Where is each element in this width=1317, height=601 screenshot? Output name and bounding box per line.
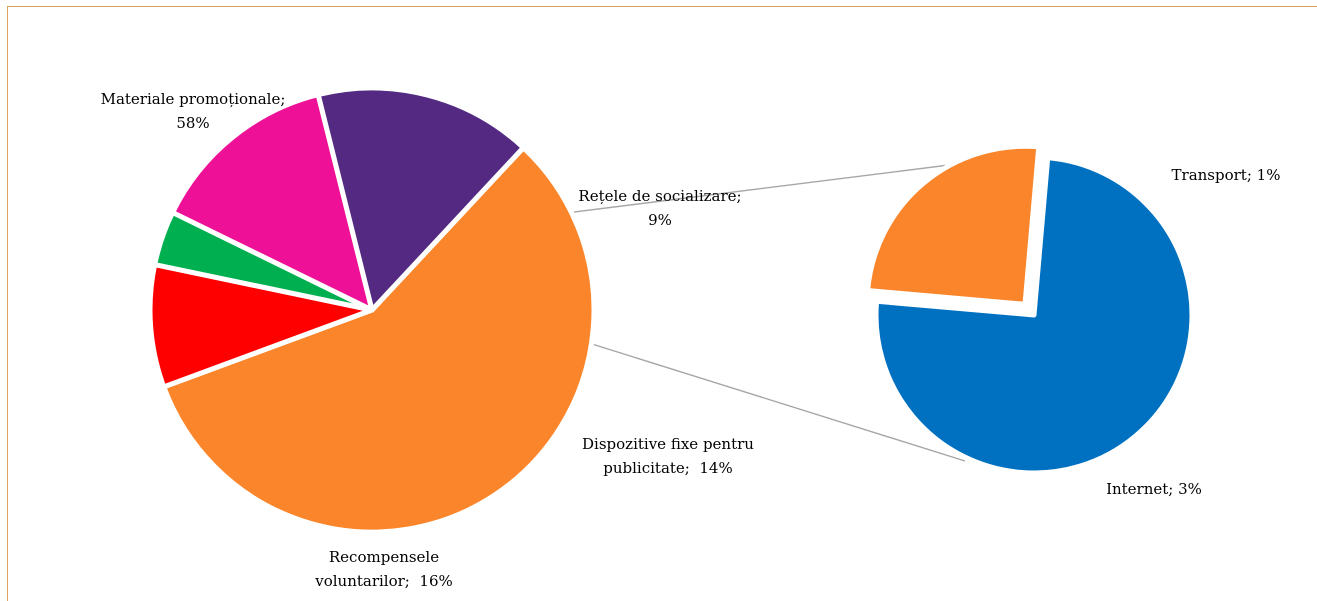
- data-label-materiale-promotionale: Materiale promoționale; 58%: [101, 90, 286, 132]
- data-label-internet: Internet; 3%: [1106, 480, 1202, 498]
- data-label-dispozitive-fixe-pentru-publicitate: Dispozitive fixe pentru publicitate; 14%: [582, 435, 754, 477]
- chart-border: [7, 6, 1317, 601]
- secondary-slice-transport: [865, 143, 1042, 307]
- secondary-pie: [865, 143, 1195, 476]
- data-label-retele-de-socializare: Rețele de socializare; 9%: [578, 187, 741, 229]
- data-label-transport: Transport; 1%: [1172, 166, 1281, 184]
- secondary-slice-internet: [873, 155, 1195, 476]
- data-labels: Materiale promoționale; 58% Rețele de soci…: [101, 90, 1281, 590]
- main-slice-recompensele-voluntarilor: [315, 85, 526, 313]
- main-slice-retele-de-socializare: [147, 262, 375, 390]
- data-label-recompensele-voluntarilor: Recompensele voluntarilor; 16%: [314, 548, 453, 590]
- main-slice-materiale-promotionale: [161, 145, 597, 535]
- main-slice-dispozitive-fixe-pentru-publicitate: [170, 92, 375, 313]
- main-pie: [147, 85, 597, 535]
